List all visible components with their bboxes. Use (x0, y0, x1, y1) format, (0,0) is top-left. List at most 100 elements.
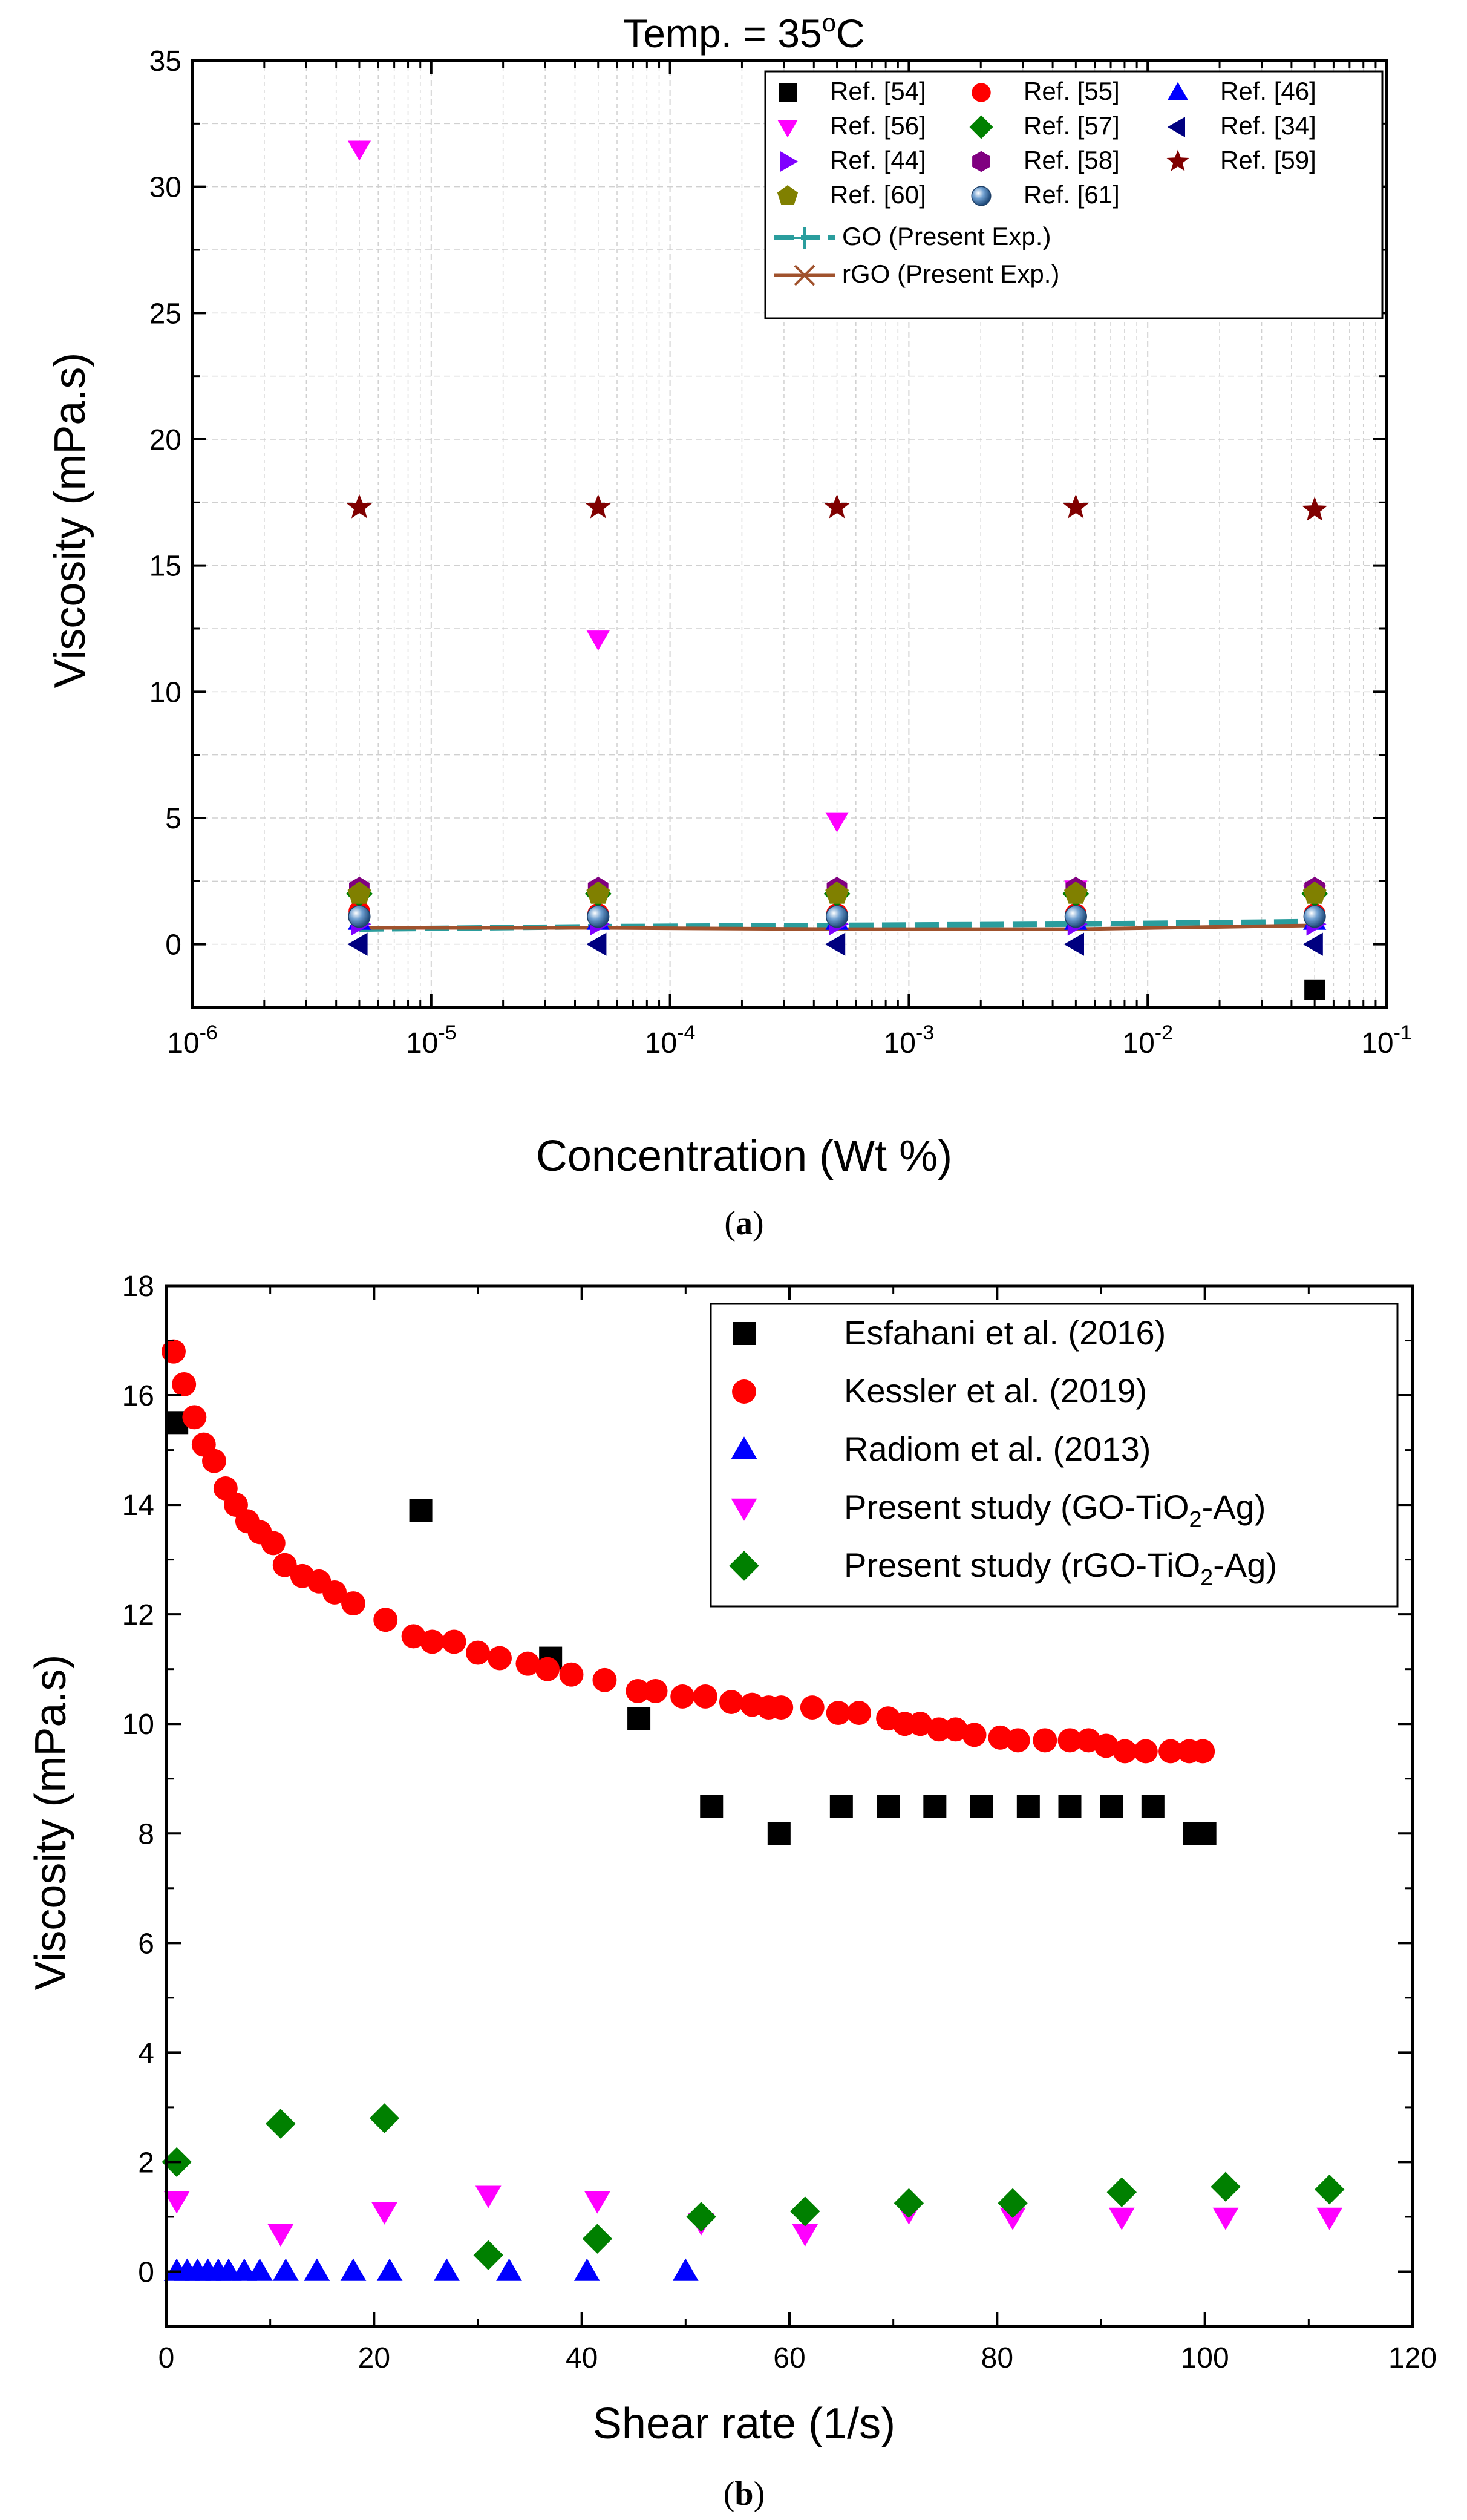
point-esfahani-et-al-2016 (970, 1795, 993, 1818)
chart-a-axis-ticks (191, 59, 1388, 1007)
chart-a-legend: Ref. [54] Ref. [55] Ref. [46] Ref. [56] Ref.… (764, 70, 1384, 319)
point-ref-59 (1302, 496, 1328, 521)
point-radiom-et-al-2013 (304, 2258, 330, 2281)
point-radiom-et-al-2013 (672, 2258, 699, 2281)
y-tick-label: 0 (165, 929, 181, 961)
point-kessler-et-al-2019 (847, 1701, 871, 1726)
point-ref-56 (825, 812, 849, 833)
point-kessler-et-al-2019 (693, 1684, 717, 1709)
point-present-study-go-tio (1316, 2207, 1343, 2230)
legend-label: rGO (Present Exp.) (842, 260, 1059, 288)
point-kessler-et-al-2019 (559, 1662, 584, 1687)
chart-b-legend-box (710, 1303, 1399, 1608)
point-kessler-et-al-2019 (943, 1717, 968, 1742)
point-esfahani-et-al-2016 (1058, 1795, 1082, 1818)
point-kessler-et-al-2019 (908, 1712, 933, 1736)
legend-label: Ref. [58] (1024, 146, 1120, 174)
point-kessler-et-al-2019 (373, 1608, 398, 1632)
x-tick-label: 10-1 (1361, 1021, 1412, 1059)
chart-b-points (162, 1339, 1345, 2281)
legend-marker-radiom-et-al-2013 (731, 1436, 757, 1459)
y-tick-label: 30 (149, 172, 181, 204)
point-present-study-rgo-tio (266, 2109, 296, 2139)
y-tick-label: 6 (138, 1928, 154, 1960)
point-present-study-rgo-tio (686, 2202, 716, 2232)
point-ref-61 (587, 905, 610, 928)
legend-label: Ref. [44] (830, 146, 926, 174)
point-ref-34 (1302, 932, 1323, 956)
point-kessler-et-al-2019 (202, 1448, 226, 1473)
point-radiom-et-al-2013 (573, 2258, 600, 2281)
y-tick-label: 2 (138, 2147, 154, 2179)
point-kessler-et-al-2019 (1113, 1739, 1137, 1764)
point-kessler-et-al-2019 (535, 1657, 560, 1681)
x-tick-label: 10-3 (884, 1021, 935, 1059)
y-tick-label: 25 (149, 298, 181, 330)
point-radiom-et-al-2013 (247, 2258, 273, 2281)
point-esfahani-et-al-2016 (1100, 1795, 1123, 1818)
point-ref-61 (825, 905, 849, 928)
chart-b-ylabel: Viscosity (mPa.s) (27, 1655, 75, 1991)
y-tick-label: 8 (138, 1818, 154, 1850)
point-present-study-rgo-tio (582, 2224, 613, 2254)
point-radiom-et-al-2013 (496, 2258, 522, 2281)
chart-b-xlabel: Shear rate (1/s) (593, 2400, 895, 2448)
point-kessler-et-al-2019 (670, 1684, 695, 1709)
chart-b-axis-ticks (165, 1285, 1414, 2326)
point-present-study-go-tio (371, 2202, 397, 2225)
chart-a-tick-labels: 10-6 10-5 10-4 10-3 10-2 10-1 0 5 10 15 20 25 30 35 (149, 45, 1412, 1059)
legend-marker-present-study-rgo-tio (729, 1551, 759, 1581)
point-ref-61 (1064, 905, 1087, 928)
chart-a-panel-label: (a) (724, 1205, 763, 1242)
point-ref-59 (824, 494, 850, 519)
legend-marker-ref-44 (780, 151, 799, 172)
y-tick-label: 35 (149, 45, 181, 77)
legend-label: Ref. [60] (830, 180, 926, 209)
legend-label: Ref. [59] (1220, 146, 1316, 174)
x-tick-label: 10-6 (167, 1021, 218, 1059)
chart-b-tick-labels: 0 20 40 60 80 100 120 0 2 4 6 8 10 12 14 16 18 (122, 1271, 1437, 2374)
point-kessler-et-al-2019 (826, 1701, 851, 1726)
point-kessler-et-al-2019 (442, 1629, 466, 1654)
legend-label: Ref. [34] (1220, 111, 1316, 140)
legend-label: Present study (rGO-TiO2-Ag) (844, 1546, 1277, 1591)
point-ref-34 (347, 932, 368, 956)
legend-label: GO (Present Exp.) (842, 222, 1051, 250)
point-esfahani-et-al-2016 (923, 1795, 947, 1818)
point-kessler-et-al-2019 (719, 1690, 743, 1714)
y-tick-label: 10 (122, 1709, 154, 1741)
y-tick-label: 5 (165, 803, 181, 835)
x-tick-label: 120 (1388, 2342, 1437, 2374)
point-esfahani-et-al-2016 (1016, 1795, 1040, 1818)
point-kessler-et-al-2019 (272, 1553, 297, 1577)
point-kessler-et-al-2019 (1191, 1739, 1215, 1764)
point-kessler-et-al-2019 (962, 1723, 987, 1747)
point-kessler-et-al-2019 (1033, 1728, 1057, 1753)
point-kessler-et-al-2019 (1057, 1728, 1082, 1753)
x-tick-label: 10-2 (1122, 1021, 1173, 1059)
point-esfahani-et-al-2016 (767, 1822, 791, 1845)
legend-marker-ref-56 (777, 120, 798, 138)
point-esfahani-et-al-2016 (1193, 1822, 1217, 1845)
chart-a-title: Temp. = 35oC (623, 8, 864, 56)
point-ref-60 (825, 881, 849, 904)
chart-b-panel-label: (b) (724, 2475, 765, 2513)
legend-label: Ref. [54] (830, 77, 926, 105)
point-kessler-et-al-2019 (488, 1646, 512, 1671)
point-present-study-go-tio (163, 2191, 190, 2214)
legend-marker-esfahani-et-al-2016 (733, 1322, 756, 1345)
point-present-study-rgo-tio (369, 2103, 400, 2133)
legend-marker-ref-58 (972, 151, 990, 172)
point-ref-59 (1063, 494, 1089, 519)
point-kessler-et-al-2019 (341, 1591, 365, 1616)
y-tick-label: 16 (122, 1380, 154, 1412)
y-tick-label: 10 (149, 676, 181, 709)
point-ref-60 (347, 881, 371, 904)
chart-b-legend: Esfahani et al. (2016) Kessler et al. (20… (710, 1303, 1399, 1608)
point-ref-60 (586, 881, 610, 904)
point-present-study-rgo-tio (1106, 2177, 1137, 2207)
legend-marker-ref-46 (1168, 82, 1188, 100)
point-kessler-et-al-2019 (466, 1640, 490, 1665)
point-ref-56 (347, 140, 371, 161)
